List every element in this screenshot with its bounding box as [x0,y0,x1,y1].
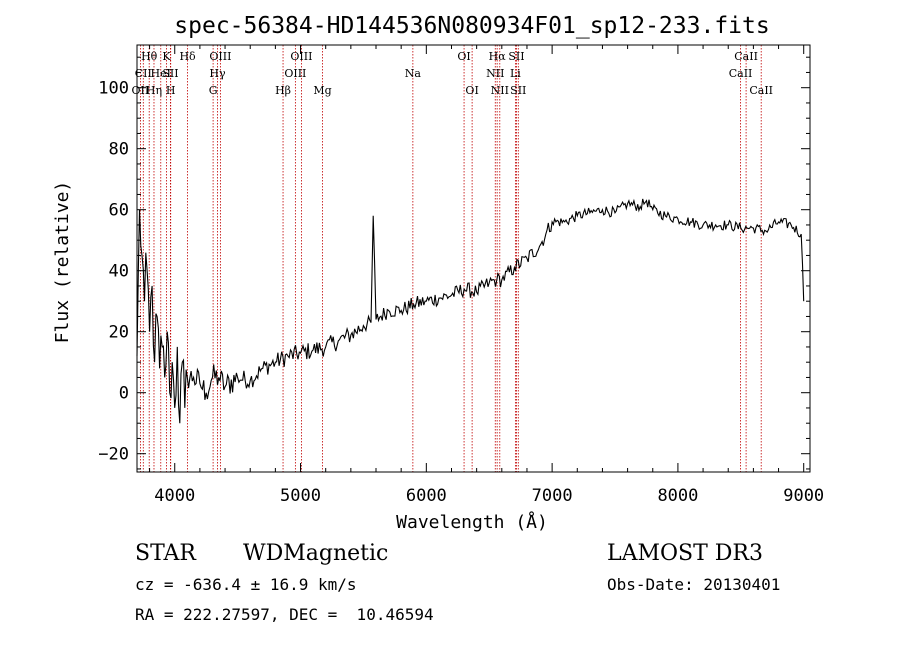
spectral-line-label: K [162,50,171,63]
x-tick-label: 8000 [657,486,698,506]
spectral-line-label: SII [508,50,524,63]
spectral-line-label: G [209,84,218,97]
x-tick-label: 5000 [280,486,321,506]
spectral-line-label: CaII [734,50,758,63]
spectral-line-markers [139,45,762,472]
spectral-line-label: Hα [489,50,507,63]
plot-frame [136,44,811,473]
spectral-line-label: CaII [729,67,753,80]
y-tick-label: 0 [119,384,129,404]
spectral-line-label: SII [510,84,526,97]
x-axis-label: Wavelength (Å) [396,511,548,533]
object-class: STAR [135,541,197,566]
y-tick-label: 60 [109,201,129,221]
spectral-line-label: CII [135,67,152,80]
x-tick-label: 7000 [532,486,573,506]
spectral-line-label: Hη [146,84,162,97]
x-tick-label: 4000 [154,486,195,506]
spectral-line-label: NII [486,67,504,80]
spectral-line-label: HeI [151,67,171,80]
spectrum-series-line [136,198,805,424]
y-axis-label: Flux (relative) [52,181,73,344]
spectral-line-label: OIII [209,50,231,63]
obs-date: Obs-Date: 20130401 [607,575,780,594]
spectral-line-label: Hβ [275,84,291,97]
spectral-line-label: Hθ [141,50,158,63]
redshift-cz: cz = -636.4 ± 16.9 km/s [135,575,357,594]
spectral-line-label: SII [162,67,178,80]
spectral-line-label: OIII [290,50,312,63]
y-axis: −20 0 20 40 60 80 100 [98,56,810,470]
y-tick-label: 20 [109,323,129,343]
spectral-line-label: OI [457,50,470,63]
x-tick-label: 9000 [783,486,824,506]
spectral-line-label: Mg [313,84,331,97]
spectral-line-label: NII [491,84,509,97]
spectral-line-label: Li [510,67,521,80]
spectral-line-label: H [166,84,176,97]
y-tick-label: 40 [109,262,129,282]
survey-name: LAMOST DR3 [607,541,763,566]
chart-title: spec-56384-HD144536N080934F01_sp12-233.f… [174,13,769,39]
y-tick-label: 80 [109,140,129,160]
y-tick-label: −20 [98,445,129,465]
x-tick-label: 6000 [406,486,447,506]
spectral-line-label: OI [465,84,478,97]
spectral-line-label: CaII [749,84,773,97]
spectral-line-label: OIII [284,67,306,80]
x-axis: 4000 5000 6000 7000 8000 9000 [149,45,824,506]
coordinates: RA = 222.27597, DEC = 10.46594 [135,605,434,624]
spectral-line-label: Na [405,67,422,80]
spectral-line-label: Hδ [179,50,196,63]
object-subclass: WDMagnetic [243,541,388,566]
y-tick-label: 100 [98,79,129,99]
spectral-line-label: Hγ [209,67,226,80]
